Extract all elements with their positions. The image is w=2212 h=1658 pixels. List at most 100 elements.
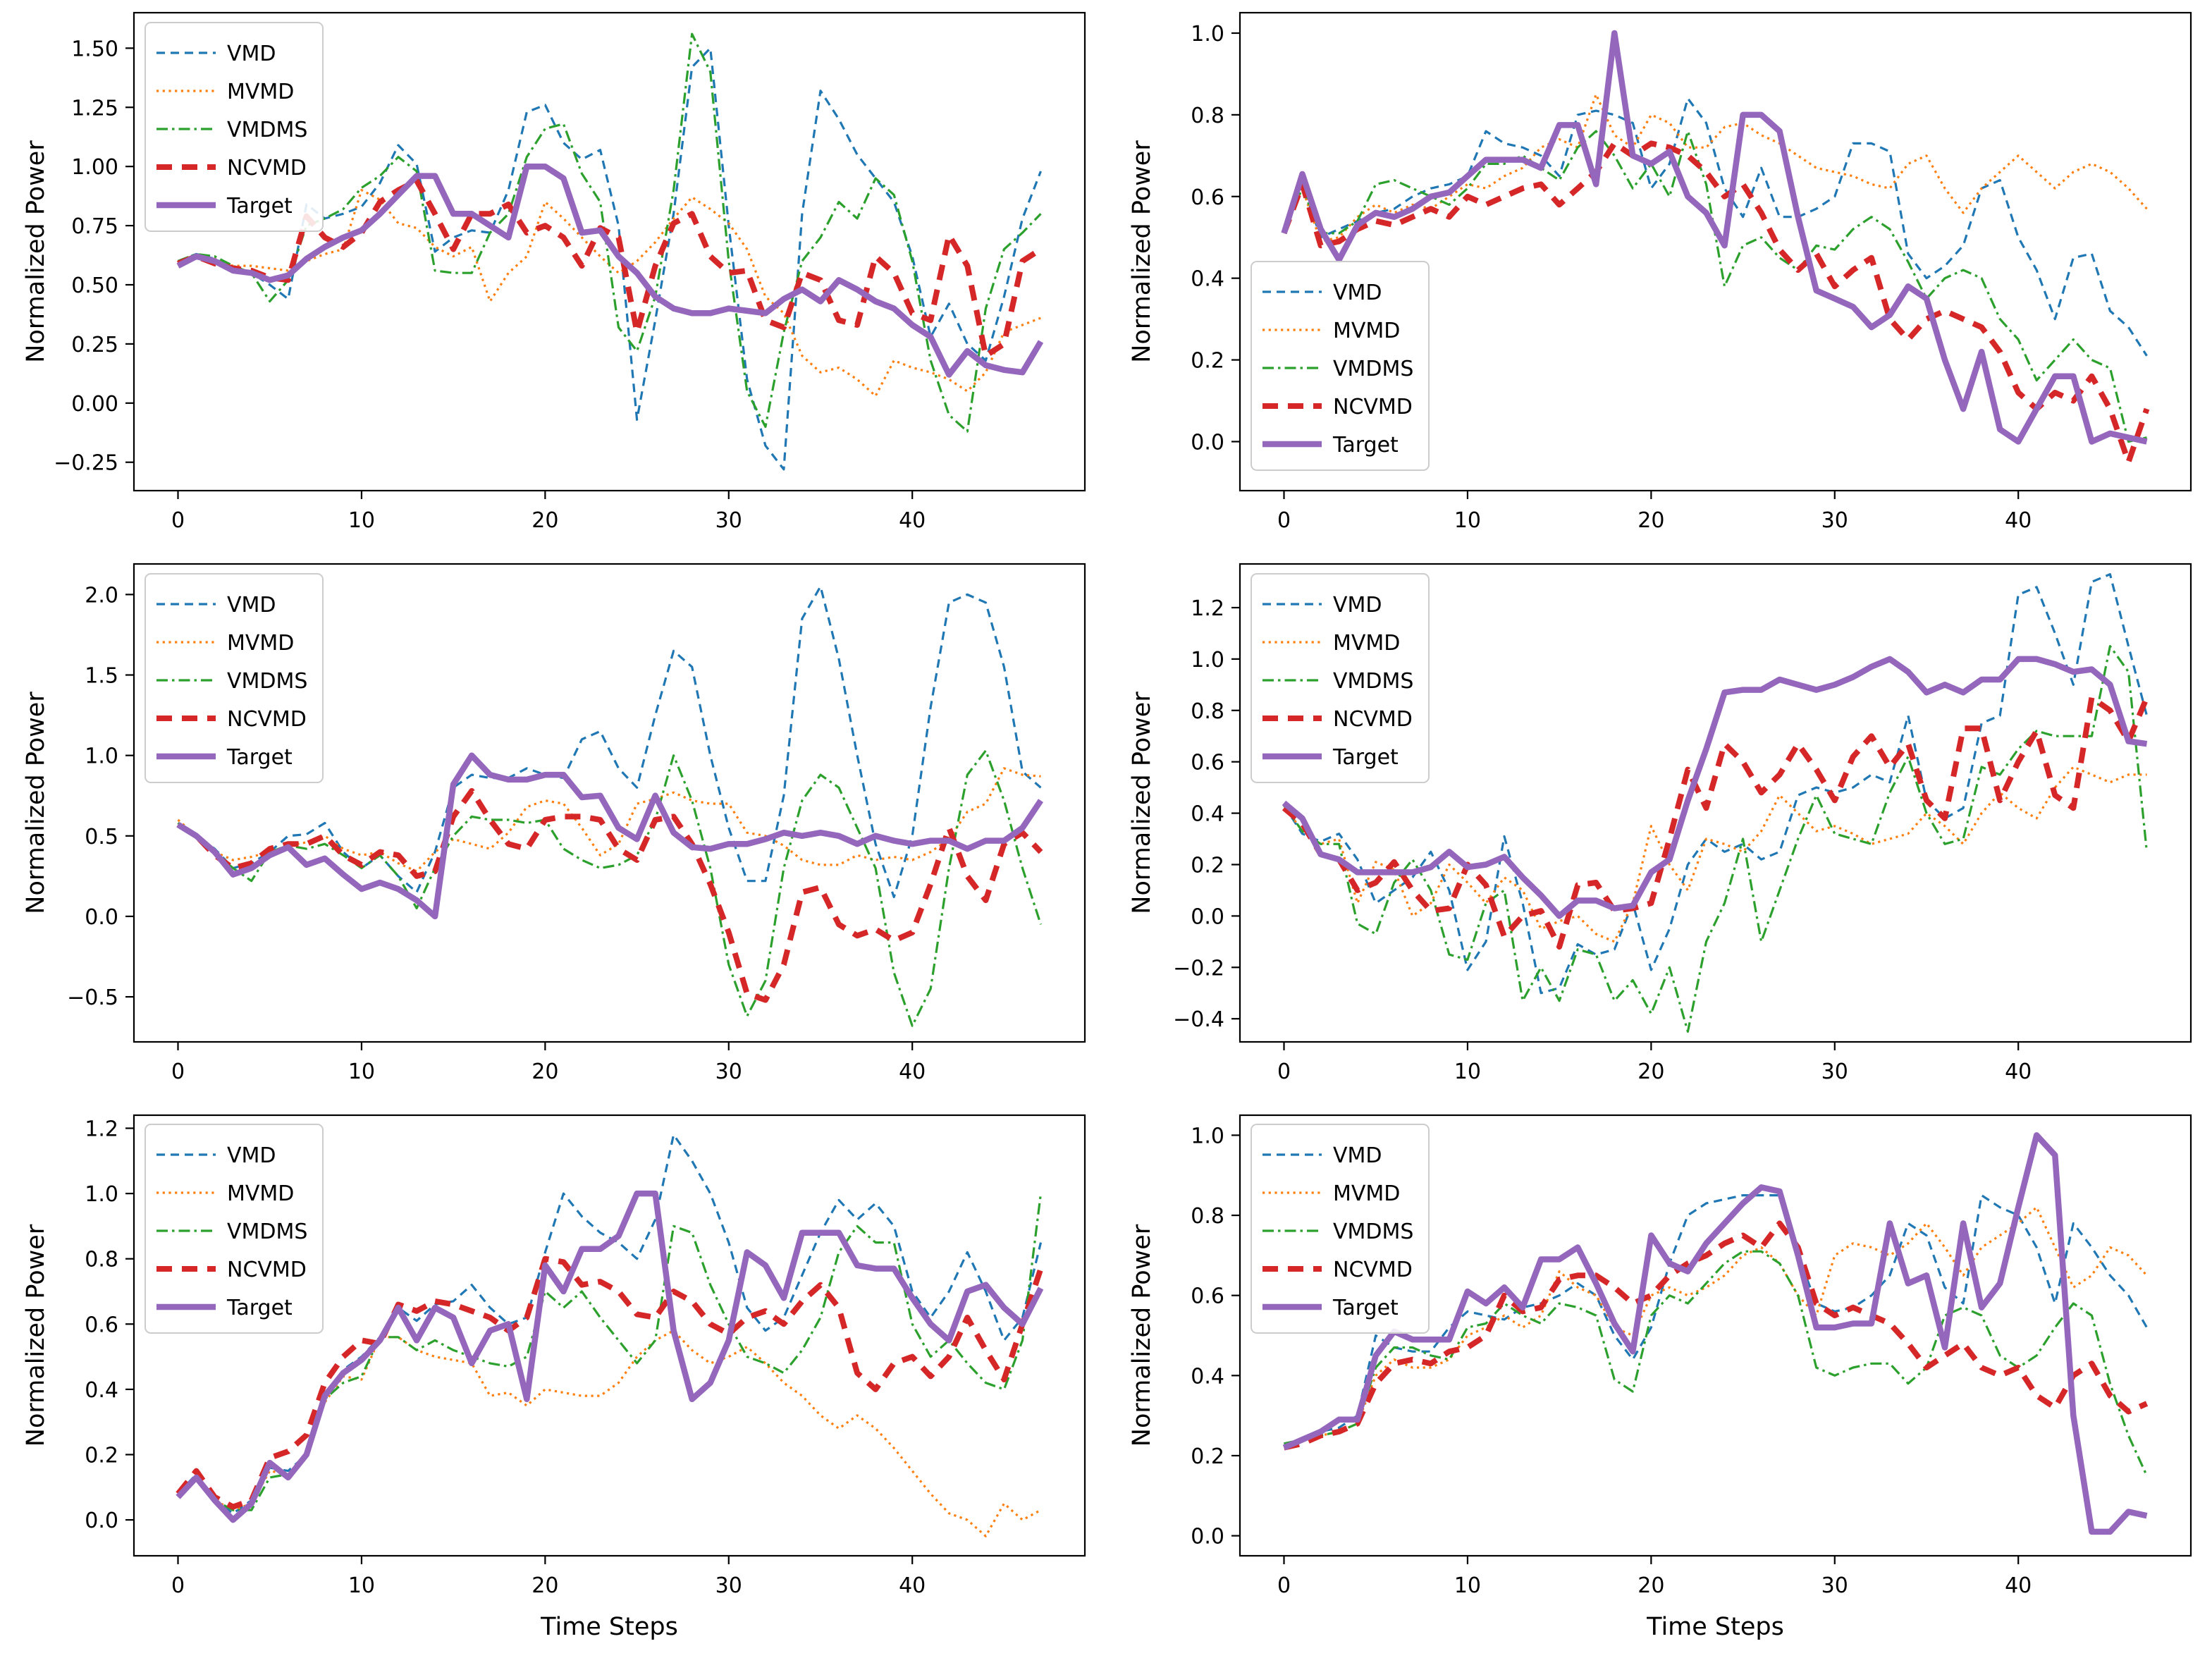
legend: VMD MVMD VMDMS NCVMD Target [145, 1124, 324, 1334]
x-tick-label: 40 [899, 1060, 926, 1084]
x-tick-label: 20 [532, 1573, 558, 1598]
legend-label-ncvmd: NCVMD [227, 707, 307, 732]
x-tick-label: 40 [2005, 1573, 2032, 1598]
y-tick-label: 1.0 [1191, 648, 1224, 673]
legend-box [145, 22, 324, 232]
y-tick-label: 1.0 [1191, 1124, 1224, 1148]
series-group [176, 1134, 1044, 1537]
chart-top-right: 0.0 0.2 0.4 0.6 0.8 1.0 0 10 20 30 40 Normalized Po… [1106, 0, 2212, 551]
legend-label-mvmd: MVMD [1333, 319, 1400, 343]
line-vmd [177, 1134, 1043, 1515]
y-tick-label: 0.6 [85, 1313, 118, 1337]
x-axis-label: Time Steps [1646, 1613, 1784, 1641]
y-tick-label: 1.5 [85, 664, 118, 689]
x-tick-label: 20 [1638, 508, 1664, 533]
y-tick-label: 1.0 [85, 744, 118, 769]
y-tick-label: 0.6 [1191, 751, 1224, 775]
axes-border [133, 563, 1086, 1043]
subplot-middle-left: −0.5 0.0 0.5 1.0 1.5 2.0 0 10 20 30 40 Normalized P… [0, 551, 1106, 1103]
line-target [176, 1190, 1044, 1523]
y-tick-label: 0.4 [1191, 1364, 1224, 1389]
legend-label-vmd: VMD [227, 1143, 276, 1168]
y-tick-label: 0.4 [1191, 267, 1224, 292]
legend-box [1251, 573, 1430, 783]
legend-label-ncvmd: NCVMD [227, 1258, 307, 1282]
chart-top-left: −0.25 0.00 0.25 0.50 0.75 1.00 1.25 1.50 0 10 20 30… [0, 0, 1106, 551]
x-tick-label: 30 [1821, 1060, 1848, 1084]
y-tick-label: 0.8 [1191, 1204, 1224, 1229]
x-tick-label: 30 [1821, 508, 1848, 533]
x-tick-label: 0 [171, 508, 185, 533]
legend-label-mvmd: MVMD [1333, 1181, 1400, 1206]
line-ncvmd [1283, 1220, 2149, 1451]
line-ncvmd [176, 787, 1043, 1003]
legend-label-ncvmd: NCVMD [1333, 395, 1413, 419]
y-tick-label: 0.0 [1191, 1525, 1224, 1549]
y-tick-label: 1.0 [1191, 22, 1224, 47]
y-tick-label: 1.00 [71, 155, 118, 180]
line-vmdms [177, 749, 1043, 1027]
legend-label-target: Target [1332, 1296, 1399, 1320]
line-ncvmd [176, 1255, 1044, 1510]
series-group [176, 585, 1044, 1027]
y-tick-label: −0.4 [1173, 1007, 1224, 1032]
legend-box [1251, 261, 1430, 471]
y-axis-label: Normalized Power [22, 140, 50, 363]
y-tick-label: 0.5 [85, 825, 118, 849]
series-group [1282, 572, 2150, 1033]
y-axis-label: Normalized Power [1128, 692, 1156, 914]
x-axis-label: Time Steps [540, 1613, 678, 1641]
y-tick-label: −0.25 [54, 451, 118, 476]
line-vmd [177, 585, 1042, 899]
legend-label-vmd: VMD [1333, 593, 1382, 618]
y-tick-label: 0.0 [1191, 430, 1224, 455]
y-tick-label: 1.25 [71, 96, 118, 121]
line-target [176, 752, 1044, 920]
y-tick-label: 0.8 [1191, 699, 1224, 724]
legend-label-vmd: VMD [1333, 1143, 1382, 1168]
y-tick-label: 2.0 [85, 583, 118, 608]
y-tick-label: 0.00 [71, 392, 118, 417]
x-tick-label: 40 [2005, 1060, 2032, 1084]
legend-label-target: Target [226, 1296, 293, 1320]
legend-label-vmd: VMD [227, 42, 276, 66]
subplot-middle-right: −0.4 −0.2 0.0 0.2 0.4 0.6 0.8 1.0 1.2 0 10 20 30 40 No… [1106, 551, 2212, 1103]
legend-label-vmd: VMD [227, 593, 276, 618]
y-tick-label: 0.4 [1191, 802, 1224, 827]
y-tick-label: 1.50 [71, 37, 118, 61]
legend-label-vmdms: VMDMS [1333, 357, 1413, 381]
line-target [176, 163, 1044, 378]
x-tick-label: 10 [1454, 1573, 1481, 1598]
legend-label-vmdms: VMDMS [227, 669, 307, 694]
subplot-top-right: 0.0 0.2 0.4 0.6 0.8 1.0 0 10 20 30 40 Normalized Po… [1106, 0, 2212, 551]
y-axis-label: Normalized Power [1128, 1224, 1156, 1447]
subplot-bottom-right: 0.0 0.2 0.4 0.6 0.8 1.0 0 10 20 30 40 Normalized Po… [1106, 1103, 2212, 1654]
y-tick-label: 0.6 [1191, 1284, 1224, 1309]
y-tick-label: 1.0 [85, 1182, 118, 1207]
y-tick-label: 0.8 [1191, 104, 1224, 128]
legend-label-mvmd: MVMD [227, 80, 294, 104]
y-tick-label: 0.8 [85, 1248, 118, 1272]
y-tick-label: −0.5 [67, 985, 118, 1010]
y-tick-label: 0.6 [1191, 185, 1224, 210]
line-vmd [177, 47, 1042, 471]
legend-label-mvmd: MVMD [227, 1181, 294, 1206]
axes-border [1239, 11, 2192, 492]
line-ncvmd [1282, 694, 2150, 950]
x-tick-label: 0 [1277, 1060, 1291, 1084]
y-axis-label: Normalized Power [1128, 140, 1156, 363]
chart-middle-left: −0.5 0.0 0.5 1.0 1.5 2.0 0 10 20 30 40 Normalized P… [0, 551, 1106, 1103]
subplot-bottom-left: 0.0 0.2 0.4 0.6 0.8 1.0 1.2 0 10 20 30 40 Normalized… [0, 1103, 1106, 1654]
y-tick-label: 0.4 [85, 1378, 118, 1403]
y-tick-label: 1.2 [85, 1117, 118, 1142]
axes-border [1239, 1114, 2192, 1557]
y-axis-label: Normalized Power [22, 1224, 50, 1447]
x-tick-label: 30 [715, 1573, 742, 1598]
legend-label-vmd: VMD [1333, 281, 1382, 305]
legend-label-vmdms: VMDMS [227, 118, 307, 142]
x-tick-label: 40 [2005, 508, 2032, 533]
x-tick-label: 20 [532, 1060, 558, 1084]
series-group [1281, 30, 2150, 465]
y-tick-label: 0.0 [1191, 904, 1224, 929]
